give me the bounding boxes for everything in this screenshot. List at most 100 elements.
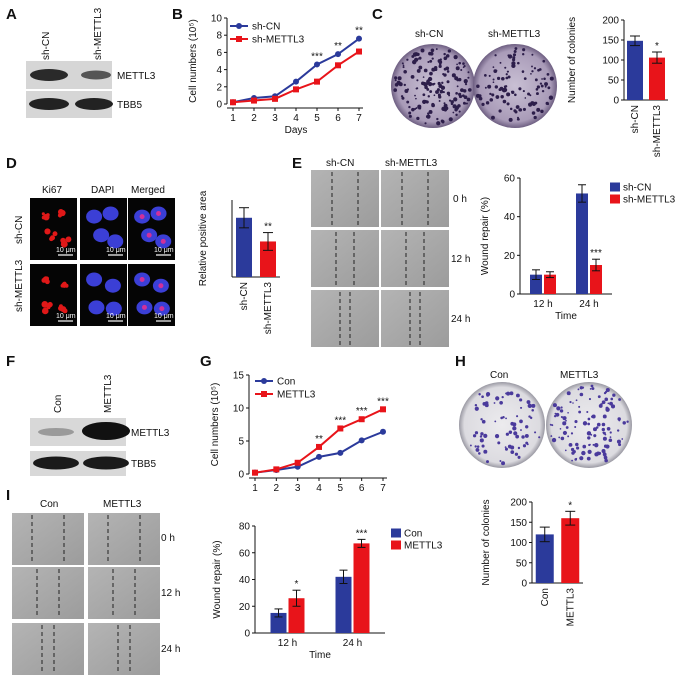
colony-plate-sh-cn — [391, 44, 475, 128]
colony — [486, 460, 489, 464]
y-tick-label: 0 — [238, 470, 244, 481]
series-line — [232, 50, 360, 104]
colony — [578, 405, 581, 408]
legend-label: Con — [277, 377, 295, 388]
colony — [607, 402, 610, 405]
colony — [416, 79, 419, 82]
colony — [603, 444, 608, 448]
colony — [436, 117, 439, 121]
significance-label: *** — [377, 396, 389, 407]
blot-label-tbb5: TBB5 — [131, 459, 156, 470]
colony — [444, 106, 449, 111]
panel-h: H Con METTL3 0 50 100 150 200 Number of colon… — [455, 353, 632, 626]
colony — [502, 87, 508, 93]
colony — [514, 452, 519, 456]
colony — [517, 455, 521, 459]
colony — [569, 400, 572, 404]
legend-marker — [261, 378, 267, 384]
colony — [593, 434, 597, 438]
colony — [509, 107, 513, 111]
colony — [514, 47, 518, 50]
colony — [393, 88, 398, 92]
nucleus — [93, 228, 110, 243]
panel-d: D Ki67 DAPI Merged sh-CN sh-METTL3 10 μm… — [6, 155, 280, 334]
chart-d: Relative positive area sh-CN sh-METTL3 ** — [198, 190, 280, 334]
colony — [570, 432, 574, 435]
wound-image — [88, 567, 160, 619]
panel-label-d: D — [6, 155, 17, 172]
data-point — [358, 416, 365, 423]
nucleus — [105, 301, 122, 316]
y-tick-label: 50 — [516, 558, 528, 569]
colony — [546, 102, 550, 106]
wound-image — [381, 290, 449, 347]
merged-signal — [146, 232, 152, 238]
colony — [458, 110, 461, 113]
data-point — [314, 78, 320, 85]
category-label: sh-CN — [239, 282, 250, 310]
colony — [610, 404, 616, 409]
colony — [494, 420, 497, 423]
colony — [427, 76, 433, 82]
colony — [429, 59, 433, 63]
wound-image — [311, 230, 379, 287]
colony — [481, 444, 485, 448]
y-tick-label: 10 — [211, 14, 223, 25]
scale-bar-label: 10 μm — [154, 247, 174, 254]
colony — [541, 89, 545, 93]
lane-label-sh-mettl3: sh-METTL3 — [93, 7, 104, 60]
colony — [575, 442, 579, 447]
category-label: 24 h — [579, 299, 598, 310]
colony — [475, 93, 480, 98]
colony — [506, 70, 509, 73]
wound-image — [12, 567, 84, 619]
colony — [587, 417, 591, 421]
y-axis-label: Wound repair (%) — [480, 197, 491, 275]
colony — [426, 114, 431, 119]
data-point — [356, 48, 362, 55]
colony — [523, 77, 527, 80]
colony — [508, 117, 513, 122]
if-image — [128, 264, 175, 326]
colony — [550, 435, 553, 437]
colony — [621, 438, 624, 440]
chart-i: 0 20 40 60 80 Wound repair (%) Time 12 h * 24 h **… — [212, 522, 443, 662]
colony — [461, 94, 465, 98]
colony — [533, 115, 537, 120]
wound-image — [381, 170, 449, 227]
colony — [438, 60, 443, 64]
colony — [531, 408, 534, 412]
colony — [512, 53, 517, 57]
ki67-signal — [58, 212, 62, 216]
blot-label-tbb5: TBB5 — [117, 100, 142, 111]
wound-image — [311, 170, 379, 227]
colony — [467, 88, 472, 92]
colony — [529, 416, 533, 420]
colony — [484, 86, 487, 89]
colony — [397, 76, 402, 81]
colony — [487, 84, 492, 89]
y-axis-label: Wound repair (%) — [212, 540, 223, 618]
colony — [427, 112, 430, 115]
colony — [596, 422, 601, 427]
colony — [435, 48, 438, 50]
colony — [417, 104, 422, 109]
colony — [518, 109, 520, 111]
colony — [582, 421, 588, 426]
if-column-dapi: DAPI — [91, 185, 114, 196]
colony — [595, 426, 599, 429]
colony — [572, 402, 574, 404]
panel-label-i: I — [6, 487, 10, 504]
panel-label-e: E — [292, 155, 302, 172]
colony — [472, 434, 477, 438]
colony — [560, 406, 563, 409]
nucleus — [102, 206, 119, 221]
colony-dots — [393, 48, 472, 126]
data-point — [335, 62, 341, 69]
y-tick-label: 80 — [239, 522, 251, 533]
bar — [335, 576, 352, 633]
colony — [429, 90, 433, 93]
colony — [538, 68, 542, 71]
colony — [616, 429, 620, 432]
colony — [574, 420, 578, 424]
